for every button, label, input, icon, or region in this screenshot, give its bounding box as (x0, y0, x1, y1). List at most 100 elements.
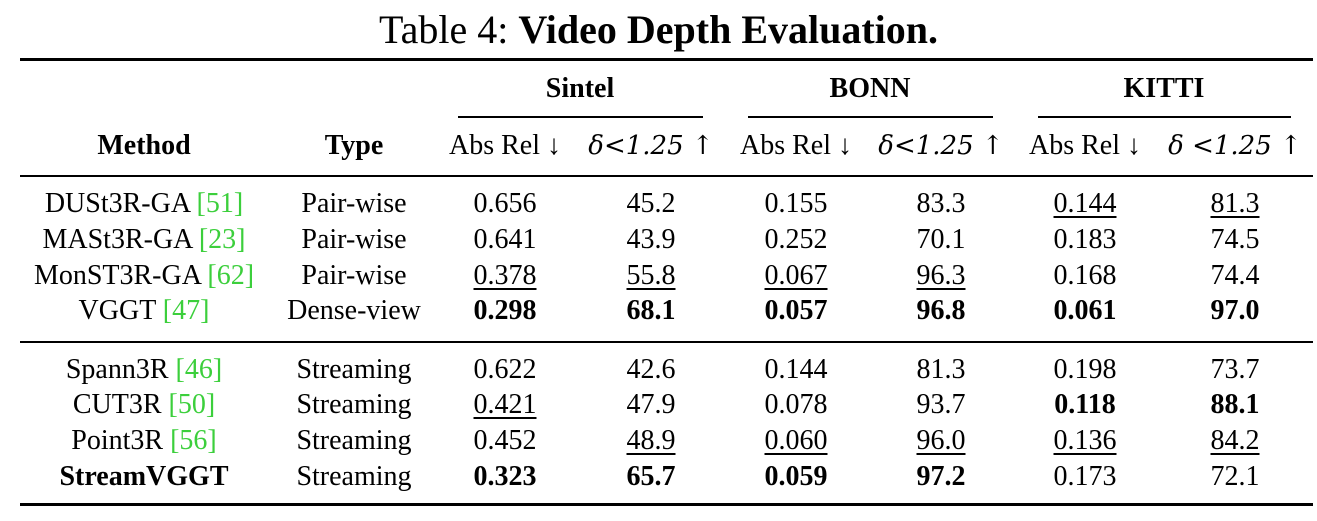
value-cell: 88.1 (1210, 389, 1260, 420)
value-cell: 0.421 (473, 389, 537, 420)
value-cell: 0.452 (473, 425, 537, 456)
type-cell: Streaming (296, 389, 412, 420)
group-header-bonn: BONN (829, 73, 911, 104)
method-name: DUSt3R-GA (44, 188, 197, 219)
table-caption: Table 4: Video Depth Evaluation. (0, 6, 1317, 54)
value-cell: 55.8 (626, 260, 676, 291)
header-rule (20, 175, 1313, 177)
caption-prefix: Table 4: (378, 7, 519, 52)
value-cell: 97.2 (916, 461, 966, 492)
column-header-bonn-delta: δ<1.25 ↑ (878, 131, 1004, 161)
value-cell: 43.9 (626, 224, 676, 255)
column-header-kitti-delta: δ <1.25 ↑ (1168, 131, 1302, 161)
method-name: StreamVGGT (59, 461, 229, 492)
method-cell: DUSt3R-GA [51] (45, 187, 243, 221)
column-header-bonn-absrel: Abs Rel ↓ (740, 130, 852, 161)
top-rule (20, 58, 1313, 61)
method-cell: StreamVGGT (59, 460, 228, 494)
citation-link[interactable]: [46] (175, 354, 223, 385)
value-cell: 83.3 (916, 188, 966, 219)
type-cell: Streaming (296, 425, 412, 456)
method-cell: VGGT [47] (79, 294, 210, 328)
method-name: Spann3R (65, 354, 176, 385)
group-rule-sintel (458, 116, 703, 118)
group-rule-kitti (1038, 116, 1291, 118)
citation-link[interactable]: [50] (168, 389, 216, 420)
value-cell: 0.323 (473, 461, 537, 492)
value-cell: 81.3 (916, 354, 966, 385)
group-header-sintel: Sintel (545, 73, 615, 104)
method-cell: MASt3R-GA [23] (42, 223, 245, 257)
value-cell: 0.622 (473, 354, 537, 385)
value-cell: 0.155 (764, 188, 828, 219)
group-rule-bonn (748, 116, 993, 118)
value-cell: 0.144 (764, 354, 828, 385)
value-cell: 0.067 (764, 260, 828, 291)
value-cell: 96.8 (916, 295, 966, 326)
method-name: VGGT (78, 295, 163, 326)
value-cell: 0.656 (473, 188, 537, 219)
value-cell: 72.1 (1210, 461, 1260, 492)
column-header-sintel-absrel: Abs Rel ↓ (449, 130, 561, 161)
caption-title: Video Depth Evaluation. (518, 7, 939, 52)
value-cell: 0.078 (764, 389, 828, 420)
type-cell: Pair-wise (301, 188, 407, 219)
value-cell: 0.173 (1053, 461, 1117, 492)
value-cell: 45.2 (626, 188, 676, 219)
column-header-kitti-absrel: Abs Rel ↓ (1029, 130, 1141, 161)
citation-link[interactable]: [47] (162, 295, 210, 326)
value-cell: 0.136 (1053, 425, 1117, 456)
value-cell: 48.9 (626, 425, 676, 456)
value-cell: 0.168 (1053, 260, 1117, 291)
value-cell: 0.183 (1053, 224, 1117, 255)
type-cell: Dense-view (287, 295, 421, 326)
value-cell: 0.059 (764, 461, 828, 492)
value-cell: 0.060 (764, 425, 828, 456)
value-cell: 74.4 (1210, 260, 1260, 291)
value-cell: 0.057 (764, 295, 828, 326)
type-cell: Pair-wise (301, 224, 407, 255)
value-cell: 0.198 (1053, 354, 1117, 385)
bottom-rule (20, 503, 1313, 506)
value-cell: 81.3 (1210, 188, 1260, 219)
value-cell: 0.144 (1053, 188, 1117, 219)
type-cell: Streaming (296, 461, 412, 492)
value-cell: 0.118 (1054, 389, 1116, 420)
value-cell: 0.061 (1053, 295, 1117, 326)
value-cell: 70.1 (916, 224, 966, 255)
value-cell: 96.0 (916, 425, 966, 456)
method-cell: Spann3R [46] (66, 353, 222, 387)
value-cell: 96.3 (916, 260, 966, 291)
value-cell: 97.0 (1210, 295, 1260, 326)
method-name: MASt3R-GA (42, 224, 199, 255)
value-cell: 47.9 (626, 389, 676, 420)
value-cell: 65.7 (626, 461, 676, 492)
citation-link[interactable]: [51] (196, 188, 244, 219)
value-cell: 0.378 (473, 260, 537, 291)
citation-link[interactable]: [62] (207, 260, 255, 291)
type-cell: Streaming (296, 354, 412, 385)
value-cell: 84.2 (1210, 425, 1260, 456)
column-header-method: Method (97, 130, 191, 161)
citation-link[interactable]: [56] (170, 425, 217, 456)
method-cell: MonST3R-GA [62] (34, 259, 254, 293)
value-cell: 42.6 (626, 354, 676, 385)
column-header-sintel-delta: δ<1.25 ↑ (588, 131, 714, 161)
value-cell: 0.641 (473, 224, 537, 255)
value-cell: 93.7 (916, 389, 966, 420)
method-name: MonST3R-GA (33, 260, 208, 291)
group-header-kitti: KITTI (1123, 73, 1205, 104)
value-cell: 68.1 (626, 295, 676, 326)
method-name: CUT3R (72, 389, 169, 420)
method-name: Point3R (71, 425, 171, 456)
value-cell: 73.7 (1210, 354, 1260, 385)
group-separator-rule (20, 341, 1313, 343)
citation-link[interactable]: [23] (198, 224, 246, 255)
method-cell: Point3R [56] (71, 424, 216, 458)
value-cell: 74.5 (1210, 224, 1260, 255)
value-cell: 0.252 (764, 224, 828, 255)
column-header-type: Type (324, 130, 384, 161)
method-cell: CUT3R [50] (73, 388, 215, 422)
type-cell: Pair-wise (301, 260, 407, 291)
value-cell: 0.298 (473, 295, 537, 326)
